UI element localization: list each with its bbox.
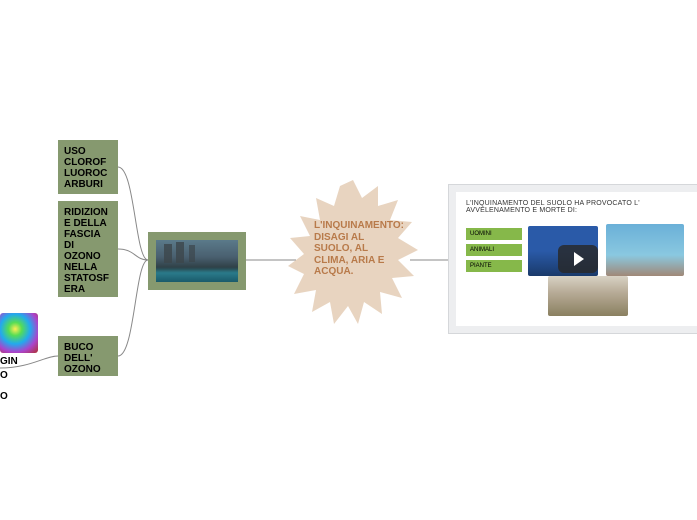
slide-bullet: PIANTE — [466, 260, 522, 272]
node-label: O — [0, 391, 38, 402]
node-label: USO CLOROFLUOROCARBURI — [64, 146, 107, 190]
mindmap-canvas: USO CLOROFLUOROCARBURI RIDIZIONE DELLA F… — [0, 0, 697, 520]
node-label: O — [0, 370, 38, 381]
central-topic[interactable]: L'INQUINAMENTO: DISAGI AL SUOLO, AL CLIM… — [288, 180, 418, 340]
play-button[interactable] — [558, 245, 598, 273]
central-topic-label: L'INQUINAMENTO: DISAGI AL SUOLO, AL CLIM… — [314, 220, 392, 278]
pollution-image — [156, 240, 238, 282]
node-riduzione-fascia-ozono[interactable]: RIDIZIONE DELLA FASCIA DI OZONO NELLA ST… — [58, 201, 118, 297]
ozone-hole-image — [0, 313, 38, 353]
node-label: RIDIZIONE DELLA FASCIA DI OZONO NELLA ST… — [64, 207, 109, 295]
node-slide-video[interactable]: L'INQUINAMENTO DEL SUOLO HA PROVOCATO L'… — [448, 184, 697, 334]
slide-bullet: UOMINI — [466, 228, 522, 240]
node-label: BUCO DELL' OZONO — [64, 342, 101, 375]
slide-bullets: UOMINI ANIMALI PIANTE — [466, 228, 522, 276]
node-ozone-image[interactable]: GIN O O — [0, 313, 38, 402]
slide-title: L'INQUINAMENTO DEL SUOLO HA PROVOCATO L'… — [466, 200, 690, 214]
node-label: GIN — [0, 356, 38, 367]
slide-photos — [528, 224, 690, 314]
slide-bullet: ANIMALI — [466, 244, 522, 256]
node-uso-clorofluorocarburi[interactable]: USO CLOROFLUOROCARBURI — [58, 140, 118, 194]
node-pollution-image[interactable] — [148, 232, 246, 290]
node-buco-ozono[interactable]: BUCO DELL' OZONO — [58, 336, 118, 376]
